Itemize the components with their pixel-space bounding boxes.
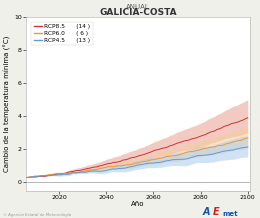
X-axis label: Año: Año [131, 201, 145, 207]
Text: E: E [213, 207, 220, 217]
Text: ANUAL: ANUAL [126, 4, 150, 10]
Text: © Agencia Estatal de Meteorología: © Agencia Estatal de Meteorología [3, 213, 71, 217]
Text: A: A [203, 207, 210, 217]
Text: met: met [222, 211, 238, 217]
Legend: RCP8.5      (14 ), RCP6.0      ( 6 ), RCP4.5      (13 ): RCP8.5 (14 ), RCP6.0 ( 6 ), RCP4.5 (13 ) [31, 22, 93, 45]
Title: GALICIA-COSTA: GALICIA-COSTA [99, 8, 177, 17]
Y-axis label: Cambio de la temperatura mínima (°C): Cambio de la temperatura mínima (°C) [4, 36, 11, 172]
